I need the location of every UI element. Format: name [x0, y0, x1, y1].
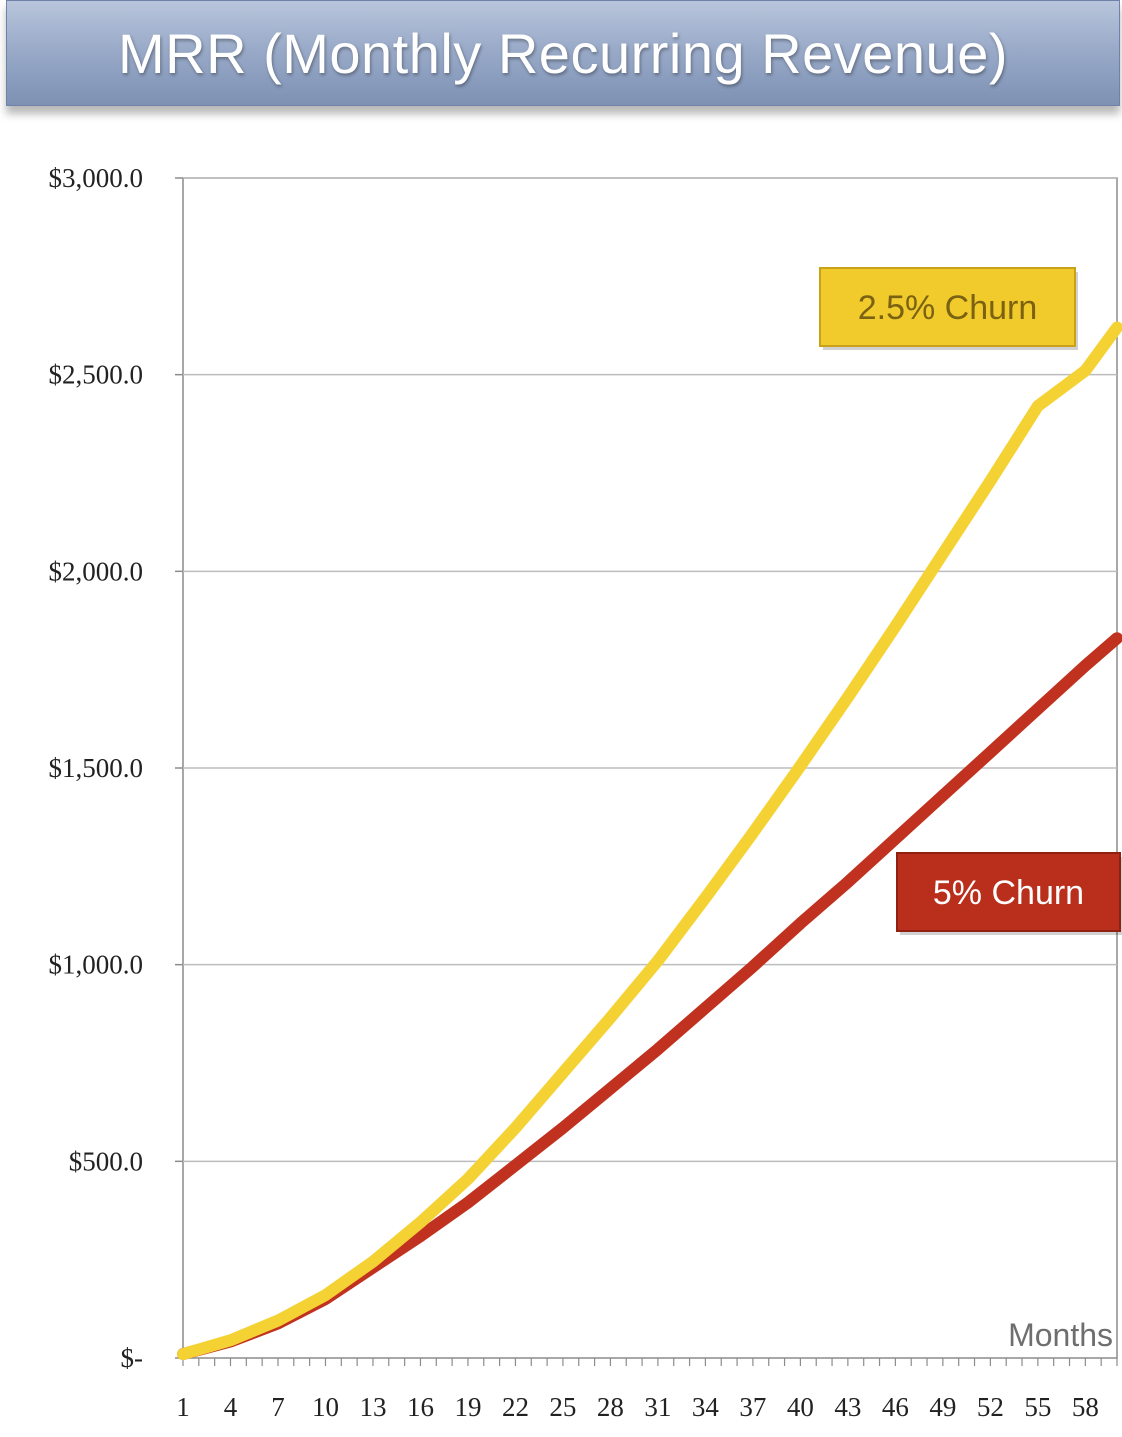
- mrr-line-chart: $- $500.0 $1,000.0 $1,500.0 $2,000.0 $2,500.0…: [49, 163, 1122, 1422]
- series-line: [177, 321, 1122, 1361]
- x-tick-label: 46: [882, 1392, 909, 1422]
- x-tick-label: 7: [271, 1392, 285, 1422]
- x-tick-label: 52: [977, 1392, 1004, 1422]
- y-tick-label: $-: [121, 1343, 144, 1373]
- x-tick-label: 34: [692, 1392, 720, 1422]
- x-tick-label: 40: [787, 1392, 814, 1422]
- y-tick-label: $1,500.0: [49, 753, 144, 783]
- y-tick-label: $500.0: [69, 1146, 143, 1176]
- x-tick-label: 16: [407, 1392, 434, 1422]
- chart-title-bar: MRR (Monthly Recurring Revenue): [6, 0, 1120, 106]
- series-callout-box: [819, 267, 1076, 347]
- x-tick-label: 37: [739, 1392, 766, 1422]
- x-tick-label: 13: [359, 1392, 386, 1422]
- x-tick-label: 55: [1024, 1392, 1051, 1422]
- x-tick-label: 19: [454, 1392, 481, 1422]
- series-callout-label: 2.5% Churn: [858, 289, 1038, 327]
- series-callout-label: 5% Churn: [933, 874, 1084, 912]
- y-tick-label: $2,000.0: [49, 556, 144, 586]
- y-tick-label: $2,500.0: [49, 360, 144, 390]
- x-tick-label: 58: [1072, 1392, 1099, 1422]
- y-tick-label: $1,000.0: [49, 950, 144, 980]
- x-tick-label: 1: [176, 1392, 190, 1422]
- y-tick-label: $3,000.0: [49, 163, 144, 193]
- x-tick-label: 10: [312, 1392, 339, 1422]
- x-tick-label: 28: [597, 1392, 624, 1422]
- chart-title: MRR (Monthly Recurring Revenue): [117, 21, 1008, 85]
- x-axis-title: Months: [1008, 1317, 1113, 1353]
- x-tick-label: 43: [834, 1392, 861, 1422]
- x-tick-label: 25: [549, 1392, 576, 1422]
- series-callout-box: [896, 852, 1121, 932]
- x-tick-label: 49: [929, 1392, 956, 1422]
- x-tick-label: 31: [644, 1392, 671, 1422]
- x-tick-label: 4: [224, 1392, 238, 1422]
- x-tick-label: 22: [502, 1392, 529, 1422]
